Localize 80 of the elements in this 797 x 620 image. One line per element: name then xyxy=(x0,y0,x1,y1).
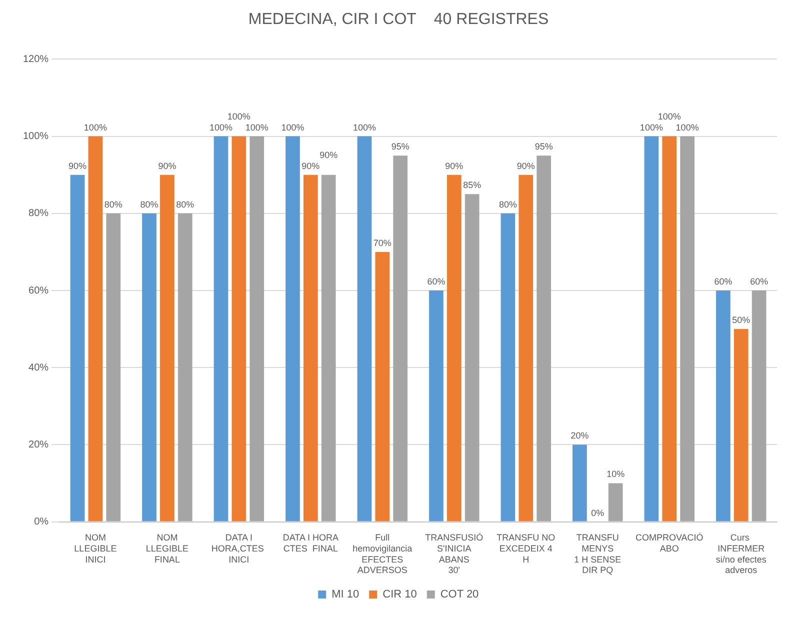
chart-title: MEDECINA, CIR I COT 40 REGISTRES xyxy=(248,11,549,28)
bar xyxy=(106,213,121,522)
data-label: 20% xyxy=(570,430,589,441)
bar xyxy=(357,136,372,522)
bar xyxy=(393,156,408,522)
bar xyxy=(644,136,659,522)
bar xyxy=(500,213,516,522)
bar xyxy=(142,213,156,522)
data-label: 85% xyxy=(463,180,482,190)
bar xyxy=(518,174,534,522)
data-label: 90% xyxy=(445,160,464,171)
data-label: 90% xyxy=(158,160,176,171)
y-tick-label: 120% xyxy=(23,54,49,65)
data-label: 60% xyxy=(427,276,446,286)
data-label: 100% xyxy=(640,122,663,132)
bar xyxy=(429,290,444,522)
bar xyxy=(250,136,264,522)
bar xyxy=(70,174,85,522)
y-tick-label: 0% xyxy=(34,516,49,528)
data-label: 50% xyxy=(732,315,750,326)
data-label: 100% xyxy=(227,111,250,122)
bar xyxy=(232,136,246,522)
bar xyxy=(214,136,228,522)
data-label: 80% xyxy=(176,199,194,210)
data-label: 10% xyxy=(606,469,625,480)
data-label: 0% xyxy=(591,508,604,518)
bar xyxy=(572,444,587,522)
data-label: 100% xyxy=(676,122,699,132)
bar xyxy=(88,136,103,522)
bar xyxy=(716,290,730,522)
bar xyxy=(286,136,300,522)
data-label: 60% xyxy=(750,276,768,286)
data-label: 70% xyxy=(373,238,392,248)
x-tick-label: NOM LLEGIBLE INICI xyxy=(74,532,117,564)
x-tick-label: DATA I HORA,CTES INICI xyxy=(211,532,266,564)
legend-label: MI 10 xyxy=(332,588,360,601)
bar xyxy=(734,329,748,522)
bar xyxy=(304,174,318,522)
data-label: 100% xyxy=(84,122,107,132)
y-tick-label: 40% xyxy=(28,362,49,374)
bar xyxy=(662,136,677,522)
data-label: 90% xyxy=(516,160,535,171)
bar xyxy=(536,156,552,522)
y-tick-label: 100% xyxy=(23,131,49,142)
data-label: 80% xyxy=(104,199,122,210)
bar xyxy=(446,174,462,522)
data-label: 80% xyxy=(498,199,517,210)
data-label: 90% xyxy=(302,160,320,171)
legend-label: COT 20 xyxy=(440,588,479,601)
bar xyxy=(160,174,174,522)
data-label: 90% xyxy=(320,150,338,160)
x-tick-label: NOM LLEGIBLE FINAL xyxy=(146,532,188,564)
data-label: 60% xyxy=(714,276,732,286)
x-tick-label: Full hemovigilancia EFECTES ADVERSOS xyxy=(352,532,412,576)
bar xyxy=(321,174,336,522)
data-label: 100% xyxy=(209,122,233,132)
x-tick-label: TRANSFU MENYS 1 H SENSE DIR PQ xyxy=(574,532,622,576)
data-label: 95% xyxy=(534,142,553,152)
x-tick-label: DATA I HORA CTES FINAL xyxy=(282,532,339,554)
bar xyxy=(752,290,766,522)
bar xyxy=(464,194,480,522)
legend-label: CIR 10 xyxy=(382,588,417,601)
bar xyxy=(608,483,623,522)
x-tick-label: TRANSFUSIÓ S'INICIA ABANS 30' xyxy=(425,532,484,576)
data-label: 100% xyxy=(281,122,304,132)
data-label: 100% xyxy=(658,111,681,122)
bar xyxy=(680,136,694,522)
data-label: 90% xyxy=(68,160,87,171)
data-label: 100% xyxy=(352,122,376,132)
x-tick-label: Curs INFERMER si/no efectes adveros xyxy=(716,532,767,576)
bar xyxy=(178,213,192,522)
data-label: 95% xyxy=(391,142,410,152)
x-tick-label: TRANSFU NO EXCEDEIX 4 H xyxy=(496,532,556,564)
bar xyxy=(375,252,390,522)
data-label: 100% xyxy=(245,122,268,132)
x-tick-label: COMPROVACIÓ ABO xyxy=(635,532,704,554)
y-tick-label: 80% xyxy=(28,208,49,220)
data-label: 80% xyxy=(140,199,158,210)
y-tick-label: 20% xyxy=(28,439,49,450)
y-tick-label: 60% xyxy=(28,285,49,296)
